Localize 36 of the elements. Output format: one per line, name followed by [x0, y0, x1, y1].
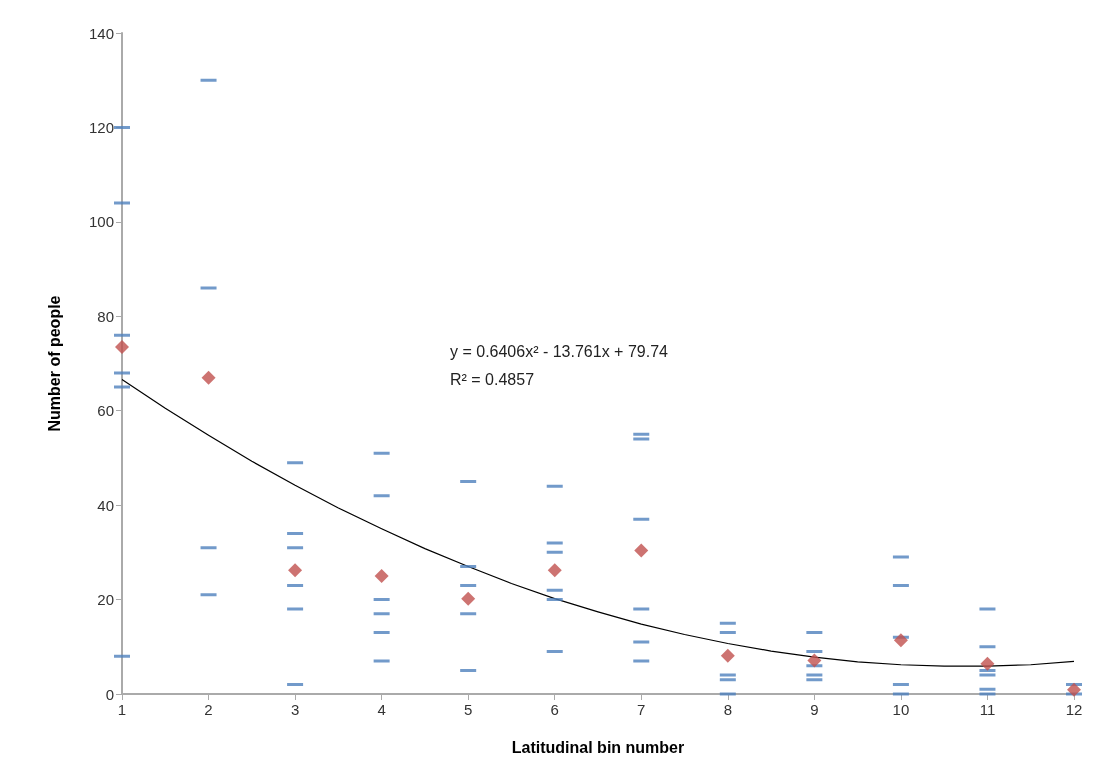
- x-tick-label: 6: [550, 701, 559, 718]
- x-tick-label: 9: [810, 701, 819, 718]
- y-axis-title: Number of people: [45, 295, 63, 432]
- point: [634, 543, 649, 558]
- x-tick-label: 12: [1065, 701, 1083, 718]
- point: [980, 656, 995, 671]
- x-tick-label: 10: [892, 701, 910, 718]
- point: [201, 370, 216, 385]
- point: [461, 591, 476, 606]
- point: [374, 568, 389, 583]
- x-tick-label: 11: [979, 701, 996, 718]
- point: [547, 563, 562, 578]
- point: [893, 633, 908, 648]
- point: [115, 339, 129, 354]
- point: [1067, 682, 1081, 697]
- point: [720, 648, 735, 663]
- annotation: y = 0.6406x² - 13.761x + 79.74: [450, 342, 669, 360]
- y-tick-label: 40: [97, 496, 114, 514]
- x-tick-label: 7: [637, 701, 646, 718]
- y-tick-label: 0: [105, 685, 114, 703]
- x-tick-label: 2: [204, 701, 213, 718]
- y-tick-label: 80: [97, 307, 114, 325]
- x-tick-label: 3: [290, 701, 300, 718]
- x-tick-label: 5: [464, 701, 473, 718]
- y-tick-label: 100: [88, 213, 114, 231]
- point: [288, 563, 303, 578]
- y-tick-label: 120: [88, 118, 114, 136]
- y-tick-label: 60: [97, 402, 114, 420]
- y-tick-label: 140: [88, 24, 114, 42]
- x-tick-label: 8: [723, 701, 732, 718]
- point: [807, 653, 822, 668]
- annotation: R² = 0.4857: [450, 370, 535, 388]
- x-tick-label: 4: [377, 701, 386, 718]
- x-axis-title: Latitudinal bin number: [511, 738, 685, 756]
- x-tick-label: 1: [117, 701, 127, 718]
- y-tick-label: 20: [97, 591, 114, 609]
